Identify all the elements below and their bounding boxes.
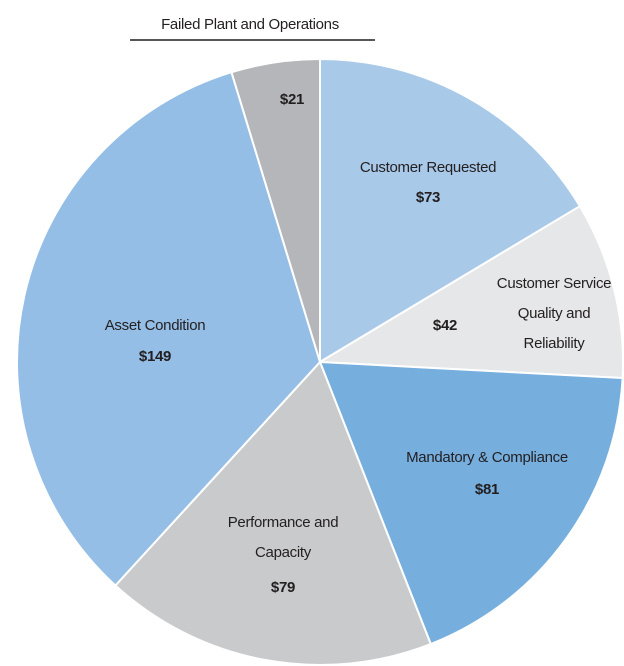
value-label: $42 [432, 317, 458, 334]
slice [16, 70, 322, 587]
slice [113, 360, 433, 666]
value-label: $73 [415, 189, 441, 206]
slice-label: Performance and Capacity [227, 514, 339, 561]
value-label: $149 [138, 348, 172, 365]
slice [316, 204, 624, 380]
slice [318, 360, 624, 646]
slice-label: Customer Service Quality and Reliability [496, 275, 612, 352]
slice [230, 57, 321, 363]
slice-label: Failed Plant and Operations [161, 16, 339, 33]
slice-label: Customer Requested [359, 159, 497, 176]
value-label: $21 [279, 91, 305, 108]
slice-label: Asset Condition [104, 317, 206, 334]
slice [319, 57, 582, 364]
slice-label: Mandatory & Compliance [406, 449, 568, 466]
value-label: $81 [474, 481, 500, 498]
value-label: $79 [270, 579, 296, 596]
